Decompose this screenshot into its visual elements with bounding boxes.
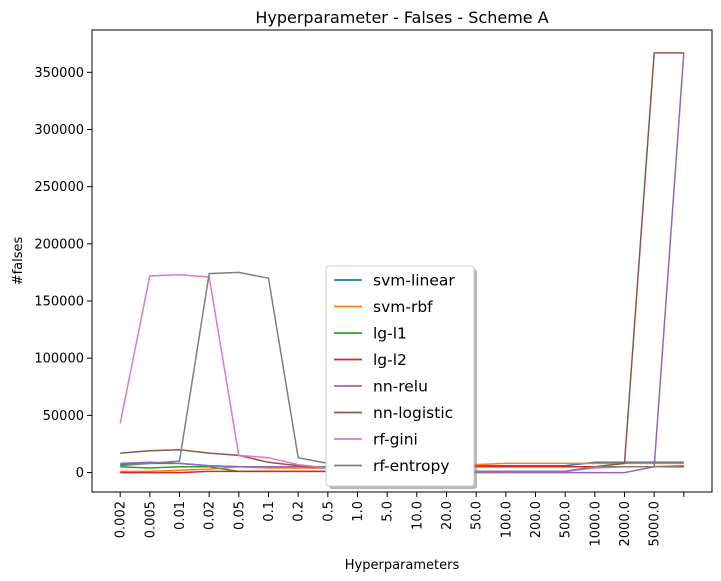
x-tick-label: 0.005 bbox=[143, 501, 158, 538]
x-tick-label: 200.0 bbox=[529, 501, 544, 538]
x-tick-label: 0.5 bbox=[321, 501, 336, 522]
y-axis-label: #falses bbox=[11, 236, 26, 285]
chart-title: Hyperparameter - Falses - Scheme A bbox=[255, 8, 548, 27]
x-tick-label: 50.0 bbox=[470, 501, 485, 530]
x-tick-label: 1000.0 bbox=[588, 501, 603, 547]
y-tick-label: 200000 bbox=[34, 237, 84, 252]
x-tick-label: 5.0 bbox=[381, 501, 396, 522]
y-tick-label: 0 bbox=[76, 466, 84, 481]
y-tick-label: 300000 bbox=[34, 123, 84, 138]
y-tick-label: 100000 bbox=[34, 352, 84, 367]
x-tick-label: 10.0 bbox=[410, 501, 425, 530]
x-tick-label: 0.1 bbox=[262, 501, 277, 522]
x-tick-label: 2000.0 bbox=[618, 501, 633, 547]
legend-label: nn-relu bbox=[373, 378, 428, 396]
x-tick-label: 0.05 bbox=[232, 501, 247, 530]
legend-label: svm-rbf bbox=[373, 298, 433, 316]
x-tick-label: 20.0 bbox=[440, 501, 455, 530]
x-tick-label: 5000.0 bbox=[648, 501, 663, 547]
x-tick-label: 100.0 bbox=[499, 501, 514, 538]
legend-label: lg-l2 bbox=[373, 351, 407, 369]
x-tick-label: 0.01 bbox=[173, 501, 188, 530]
x-tick-label: 0.2 bbox=[292, 501, 307, 522]
y-tick-label: 150000 bbox=[34, 295, 84, 310]
y-tick-label: 50000 bbox=[43, 409, 84, 424]
x-tick-label: 500.0 bbox=[559, 501, 574, 538]
legend-label: nn-logistic bbox=[373, 404, 453, 422]
legend-label: rf-gini bbox=[373, 431, 418, 449]
x-tick-label: 1.0 bbox=[351, 501, 366, 522]
legend-label: lg-l1 bbox=[373, 325, 407, 343]
y-tick-label: 350000 bbox=[34, 66, 84, 81]
y-tick-label: 250000 bbox=[34, 180, 84, 195]
plot-frame bbox=[91, 29, 713, 493]
x-tick-label: 0.02 bbox=[203, 501, 218, 530]
x-tick-label: 0.002 bbox=[114, 501, 129, 538]
legend-label: rf-entropy bbox=[373, 457, 450, 475]
legend-label: svm-linear bbox=[373, 272, 455, 290]
x-axis-label: Hyperparameters bbox=[345, 558, 460, 573]
legend-box bbox=[325, 265, 475, 487]
